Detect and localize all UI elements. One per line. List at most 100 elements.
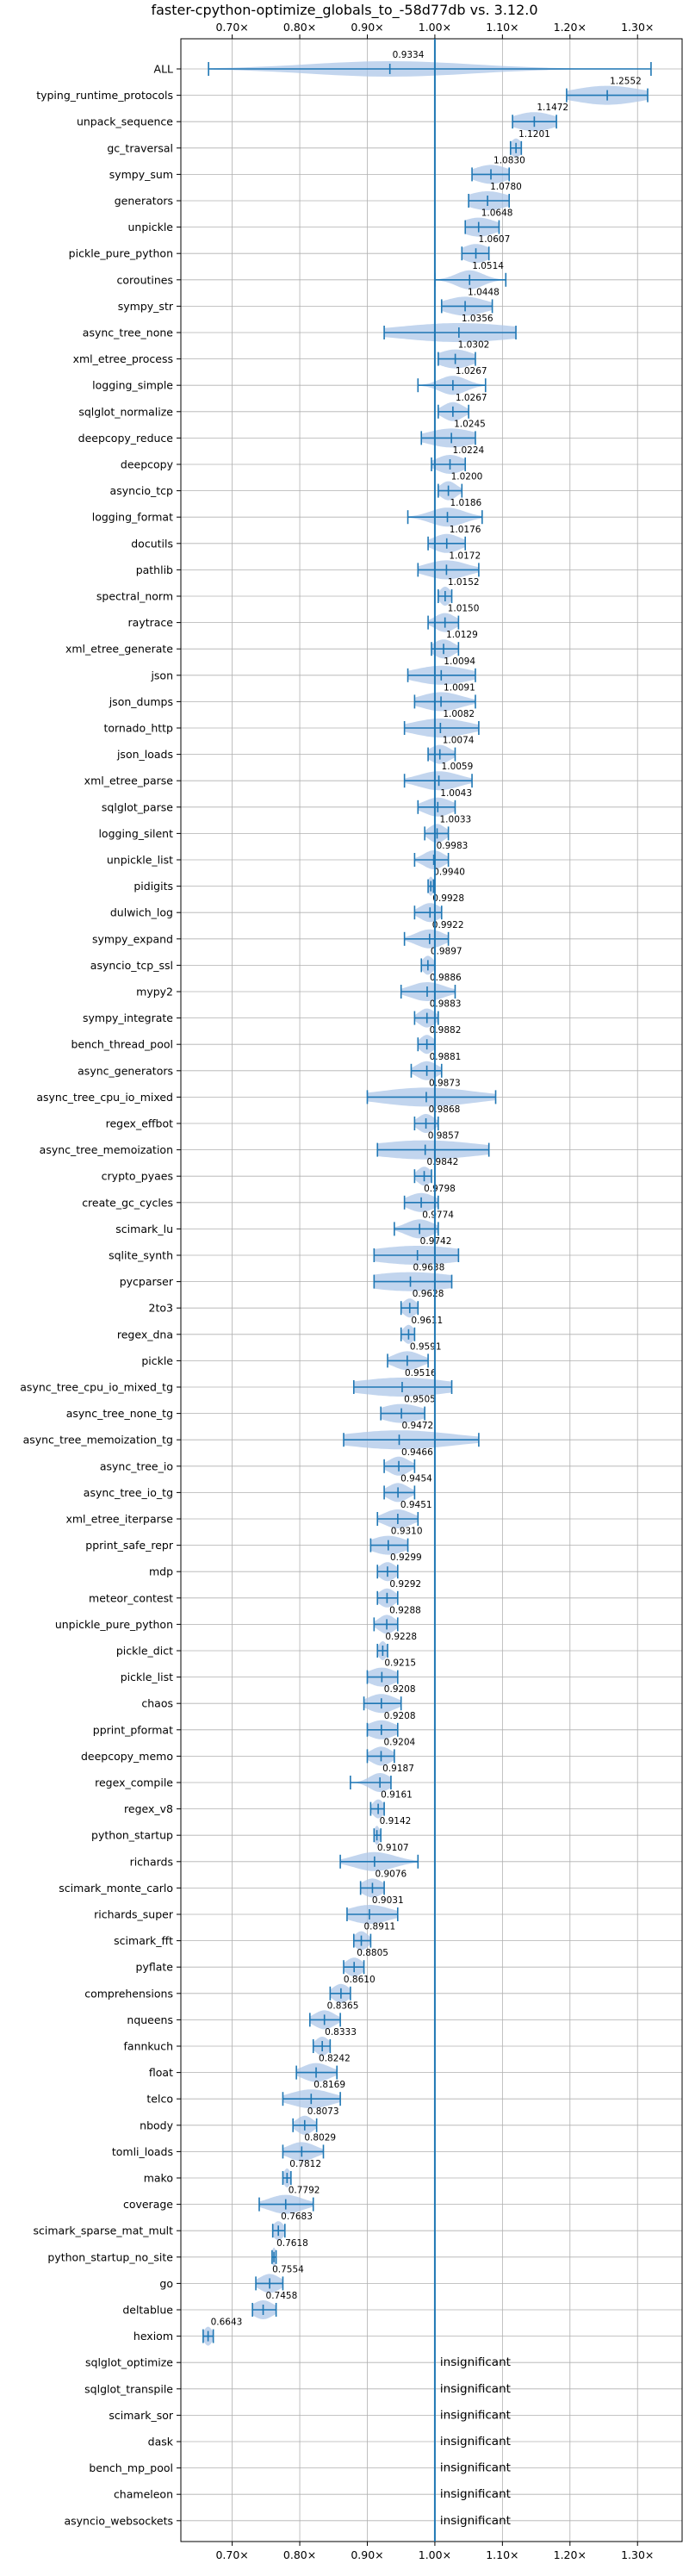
value-label: 0.9842 [427,1157,459,1167]
value-label: 0.8333 [325,2027,357,2038]
chart-title: faster-cpython-optimize_globals_to_-58d7… [151,2,538,18]
benchmark-label: sqlglot_optimize [85,2356,173,2369]
benchmark-label: spectral_norm [96,590,173,603]
value-label: 0.9882 [430,1025,462,1036]
value-label: 0.9292 [389,1579,421,1590]
insignificant-label: insignificant [440,2408,511,2422]
value-label: 0.9310 [391,1527,423,1537]
benchmark-label: regex_effbot [106,1117,173,1130]
x-tick-label-top: 1.10× [486,21,518,34]
x-tick-label-bottom: 1.20× [554,2548,587,2561]
benchmark-label: fannkuch [124,2040,173,2053]
benchmark-label: deepcopy [121,458,174,471]
benchmark-label: deepcopy_memo [81,1750,173,1763]
benchmark-label: pickle [141,1354,173,1367]
value-label: 0.9208 [384,1684,416,1695]
value-label: 0.9922 [432,920,464,930]
benchmark-label: pprint_pformat [93,1723,173,1736]
benchmark-label: mypy2 [136,986,173,999]
benchmark-label: generators [115,195,173,208]
benchmark-label: dulwich_log [110,906,173,919]
value-label: 0.9983 [437,841,469,851]
benchmark-label: logging_simple [92,379,173,392]
benchmark-label: pickle_list [121,1671,173,1683]
insignificant-label: insignificant [440,2435,511,2448]
benchmark-label: async_tree_none_tg [66,1407,173,1420]
value-label: 1.0302 [458,340,490,351]
benchmark-label: sympy_sum [109,168,173,181]
benchmark-label: tomli_loads [112,2145,173,2158]
benchmark-label: async_tree_io_tg [84,1486,173,1499]
value-label: 0.9857 [428,1131,460,1142]
value-label: 0.9288 [389,1605,421,1615]
value-label: 0.9228 [385,1632,417,1642]
benchmark-label: crypto_pyaes [102,1170,173,1183]
benchmark-label: richards [130,1855,173,1868]
value-label: 1.0648 [481,208,513,219]
benchmark-label: go [159,2277,173,2290]
value-label: 0.7792 [289,2186,320,2196]
benchmark-label: xml_etree_parse [84,775,174,787]
benchmark-label: chaos [141,1697,173,1710]
value-label: 1.0033 [440,814,472,824]
benchmark-label: deepcopy_reduce [78,432,174,445]
benchmark-label: unpickle_list [107,854,173,867]
benchmark-label: json_loads [116,748,173,761]
value-label: 1.0607 [479,234,511,245]
x-tick-label-top: 0.90× [351,21,383,34]
value-label: 1.0043 [440,788,472,799]
value-label: 0.7458 [266,2291,298,2301]
value-label: 0.9031 [372,1895,404,1906]
benchmark-label: coroutines [117,273,173,286]
plot-frame [180,38,683,2542]
value-label: 1.0094 [444,656,475,667]
x-tick-label-bottom: 1.00× [419,2548,451,2561]
benchmark-label: async_tree_none [83,327,174,339]
benchmark-label: async_tree_memoization [40,1143,173,1156]
benchmark-label: meteor_contest [89,1591,173,1604]
benchmark-label: ALL [154,63,174,76]
benchmark-label: nqueens [127,2013,173,2026]
value-label: 1.0200 [451,472,483,482]
benchmark-label: scimark_monte_carlo [59,1882,173,1895]
benchmark-label: dask [148,2436,174,2448]
value-label: 1.2552 [610,77,642,87]
benchmark-label: sqlglot_normalize [78,405,173,418]
benchmark-label: scimark_sparse_mat_mult [34,2224,174,2237]
benchmark-label: async_tree_cpu_io_mixed [36,1091,173,1104]
benchmark-label: docutils [131,537,173,550]
benchmark-label: asyncio_tcp_ssl [90,959,173,972]
value-label: 1.0150 [448,604,480,614]
x-tick-label-top: 0.80× [283,21,316,34]
value-label: 1.0830 [493,155,525,165]
value-label: 0.9928 [432,893,464,904]
value-label: 1.0448 [468,287,500,297]
insignificant-label: insignificant [440,2514,511,2528]
value-label: 0.9466 [401,1447,433,1458]
benchmark-label: deltablue [122,2304,173,2317]
benchmark-label: xml_etree_process [73,352,173,365]
value-label: 0.9505 [404,1395,436,1405]
benchmark-label: pprint_safe_repr [85,1539,174,1552]
benchmark-label: sympy_str [118,300,174,313]
value-label: 0.8073 [307,2106,339,2117]
value-label: 0.9798 [424,1184,456,1194]
benchmark-label: hexiom [133,2330,173,2343]
value-label: 0.9204 [383,1737,415,1747]
value-label: 0.9873 [429,1078,461,1088]
benchmark-label: telco [146,2093,173,2106]
insignificant-label: insignificant [440,2355,511,2369]
value-label: 1.0267 [456,393,487,403]
benchmark-label: logging_format [92,511,173,524]
benchmark-label: async_tree_memoization_tg [23,1434,173,1447]
value-label: 0.9208 [384,1711,416,1721]
benchmark-label: unpickle [127,221,173,233]
benchmark-label: logging_silent [98,827,173,840]
value-label: 0.9591 [410,1341,442,1352]
value-label: 1.1201 [518,129,550,140]
value-label: 1.1472 [537,103,568,113]
benchmark-label: async_tree_cpu_io_mixed_tg [20,1381,173,1394]
x-tick-label-top: 0.70× [215,21,248,34]
value-label: 0.9742 [420,1236,452,1247]
x-tick-label-top: 1.30× [621,21,654,34]
